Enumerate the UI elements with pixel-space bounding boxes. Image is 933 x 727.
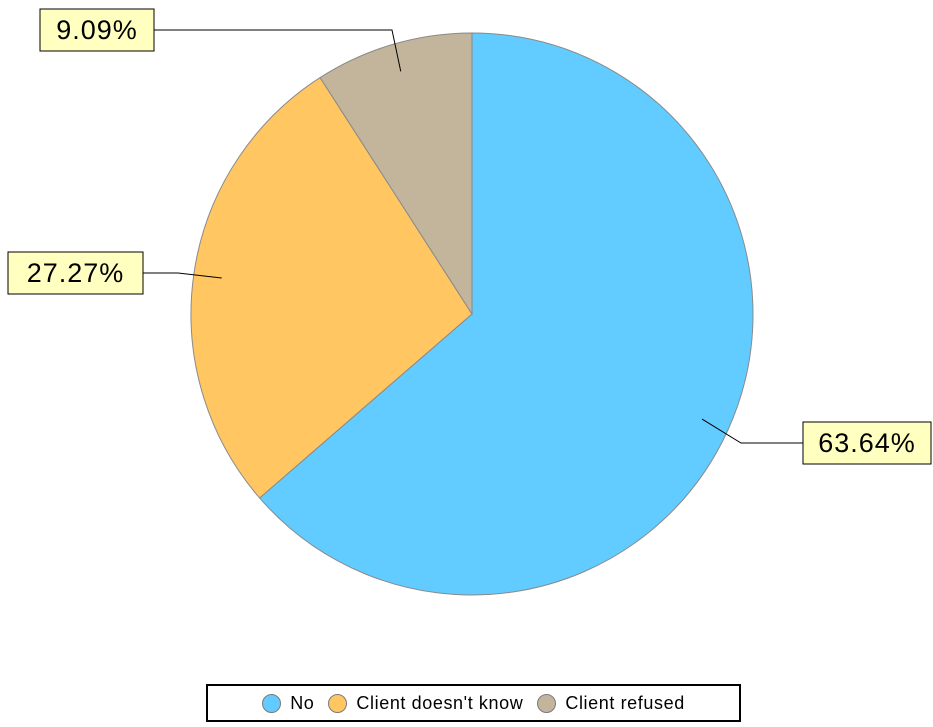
pie-slice-client-refused [319, 32, 473, 316]
pie-slice-client-doesn-t-know [190, 76, 473, 499]
leader-line-no [701, 418, 803, 444]
legend-swatch-client-refused [537, 693, 557, 713]
legend-swatch-no [262, 693, 282, 713]
pie-slice-no [258, 32, 754, 596]
legend-item-no: No [262, 693, 314, 714]
data-label-client-doesn-t-know: 27.27% [27, 258, 125, 288]
chart-legend: No Client doesn't know Client refused [206, 684, 741, 722]
data-label-no: 63.64% [818, 428, 916, 458]
data-label-box-no [802, 421, 932, 465]
data-label-box-client-refused [39, 8, 155, 52]
leader-line-client-refused [154, 29, 402, 72]
data-label-client-refused: 9.09% [56, 15, 138, 45]
legend-item-client-refused: Client refused [537, 693, 684, 714]
leader-line-client-doesn-t-know [143, 272, 222, 279]
legend-label-client-doesnt-know: Client doesn't know [356, 692, 524, 713]
legend-label-no: No [290, 692, 315, 713]
legend-label-client-refused: Client refused [565, 692, 685, 713]
data-label-box-client-doesn-t-know [7, 251, 144, 295]
legend-item-client-doesnt-know: Client doesn't know [328, 693, 523, 714]
legend-swatch-client-doesnt-know [328, 693, 348, 713]
